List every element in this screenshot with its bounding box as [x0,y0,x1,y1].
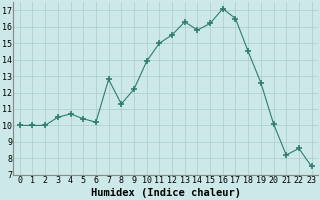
X-axis label: Humidex (Indice chaleur): Humidex (Indice chaleur) [91,188,241,198]
